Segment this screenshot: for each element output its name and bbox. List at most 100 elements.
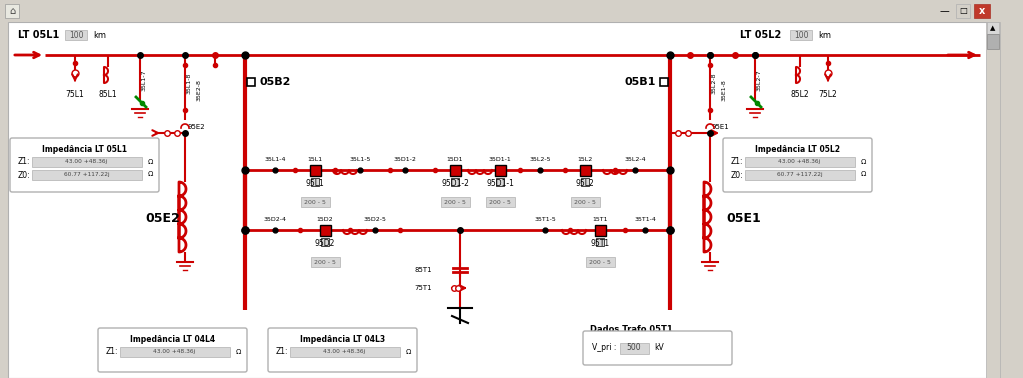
Bar	[311, 178, 319, 186]
FancyBboxPatch shape	[120, 347, 229, 356]
FancyBboxPatch shape	[441, 197, 470, 207]
Text: 35D2-5: 35D2-5	[363, 217, 387, 222]
Text: LT 05L2: LT 05L2	[740, 30, 782, 40]
Text: 05E2: 05E2	[145, 212, 180, 225]
Text: Impedância LT 04L3: Impedância LT 04L3	[300, 335, 385, 344]
Text: 35L2-8: 35L2-8	[712, 72, 717, 94]
Text: 95D2: 95D2	[315, 240, 336, 248]
Text: Z0:: Z0:	[18, 170, 31, 180]
Text: Ω: Ω	[147, 158, 152, 164]
Text: 95D1-1: 95D1-1	[486, 180, 514, 189]
Text: 35L1-7: 35L1-7	[142, 69, 147, 91]
Text: 85L2: 85L2	[791, 90, 809, 99]
Text: ▲: ▲	[990, 25, 995, 31]
Text: 500: 500	[627, 344, 641, 353]
FancyBboxPatch shape	[745, 156, 854, 166]
Bar	[494, 164, 505, 175]
Bar	[5, 4, 19, 18]
Text: 75T1: 75T1	[414, 285, 432, 291]
Text: 35L1-4: 35L1-4	[264, 157, 285, 162]
FancyBboxPatch shape	[32, 169, 141, 180]
Text: 43.00 +48.36j: 43.00 +48.36j	[323, 349, 365, 354]
Text: 35E1-8: 35E1-8	[722, 79, 727, 101]
Text: 15D1: 15D1	[447, 157, 463, 162]
Bar	[319, 225, 330, 235]
Bar	[449, 164, 460, 175]
Bar	[974, 4, 990, 18]
Bar	[496, 178, 504, 186]
Text: ⌂: ⌂	[9, 6, 15, 16]
Text: 35T1-4: 35T1-4	[634, 217, 656, 222]
Text: 200 - 5: 200 - 5	[589, 260, 611, 265]
Text: kV: kV	[654, 344, 664, 353]
Bar	[581, 178, 589, 186]
Text: Z1:: Z1:	[106, 347, 119, 356]
FancyBboxPatch shape	[745, 169, 854, 180]
Text: V_pri :: V_pri :	[592, 344, 617, 353]
Text: 35E2-8: 35E2-8	[197, 79, 202, 101]
Text: 35D1-2: 35D1-2	[394, 157, 416, 162]
Text: Ω: Ω	[860, 172, 865, 178]
Bar	[579, 164, 590, 175]
Bar	[987, 34, 999, 49]
Text: Ω: Ω	[147, 172, 152, 178]
Text: 35L2-5: 35L2-5	[529, 157, 550, 162]
FancyBboxPatch shape	[311, 257, 340, 267]
Text: 15L1: 15L1	[308, 157, 322, 162]
Text: 95D1-2: 95D1-2	[441, 180, 469, 189]
Bar	[596, 237, 604, 245]
Text: 35L2-7: 35L2-7	[757, 69, 762, 91]
Text: □: □	[960, 6, 967, 15]
Text: 95E2: 95E2	[187, 124, 205, 130]
Text: Impedância LT 05L1: Impedância LT 05L1	[42, 144, 127, 153]
Text: 05B2: 05B2	[259, 77, 291, 87]
Text: 75L1: 75L1	[65, 90, 84, 99]
Text: 15D2: 15D2	[317, 217, 333, 222]
Text: 35L1-8: 35L1-8	[187, 72, 192, 94]
Bar	[987, 22, 999, 34]
Text: 43.00 +48.36j: 43.00 +48.36j	[153, 349, 195, 354]
Bar	[247, 78, 255, 86]
Text: Ω: Ω	[235, 349, 240, 355]
FancyBboxPatch shape	[10, 138, 159, 192]
Text: 100: 100	[794, 31, 808, 39]
Bar	[957, 4, 970, 18]
Text: Dados Trafo 05T1: Dados Trafo 05T1	[590, 325, 673, 334]
Bar	[0, 0, 1023, 22]
FancyBboxPatch shape	[32, 156, 141, 166]
Bar	[310, 164, 320, 175]
FancyBboxPatch shape	[583, 331, 732, 365]
FancyBboxPatch shape	[301, 197, 329, 207]
Bar	[65, 30, 87, 40]
Text: Z0:: Z0:	[731, 170, 744, 180]
Text: 200 - 5: 200 - 5	[444, 200, 465, 204]
Text: LT 05L1: LT 05L1	[18, 30, 59, 40]
Text: 75L2: 75L2	[818, 90, 838, 99]
Bar	[790, 30, 812, 40]
Text: 95L2: 95L2	[576, 180, 594, 189]
Text: 60.77 +117.22j: 60.77 +117.22j	[63, 172, 109, 177]
FancyBboxPatch shape	[98, 328, 247, 372]
Text: km: km	[93, 31, 106, 39]
Text: x: x	[979, 6, 985, 16]
Text: 35L2-4: 35L2-4	[624, 157, 646, 162]
Text: 35D2-4: 35D2-4	[264, 217, 286, 222]
Text: 35T1-5: 35T1-5	[534, 217, 555, 222]
Text: 200 - 5: 200 - 5	[314, 260, 336, 265]
Text: 43.00 +48.36j: 43.00 +48.36j	[779, 159, 820, 164]
Text: 05E1: 05E1	[726, 212, 761, 225]
Text: 95T1: 95T1	[590, 240, 610, 248]
Text: Impedância LT 04L4: Impedância LT 04L4	[130, 335, 215, 344]
Text: Z1:: Z1:	[18, 158, 31, 166]
Text: km: km	[818, 31, 831, 39]
Bar	[321, 237, 329, 245]
Text: 100: 100	[69, 31, 83, 39]
Text: 95L1: 95L1	[306, 180, 324, 189]
Text: Z1:: Z1:	[276, 347, 288, 356]
Text: 43.00 +48.36j: 43.00 +48.36j	[65, 159, 107, 164]
FancyBboxPatch shape	[290, 347, 400, 356]
Text: 35L1-5: 35L1-5	[349, 157, 370, 162]
Text: 05B1: 05B1	[625, 77, 656, 87]
Text: 15T1: 15T1	[592, 217, 608, 222]
Text: Ω: Ω	[405, 349, 410, 355]
